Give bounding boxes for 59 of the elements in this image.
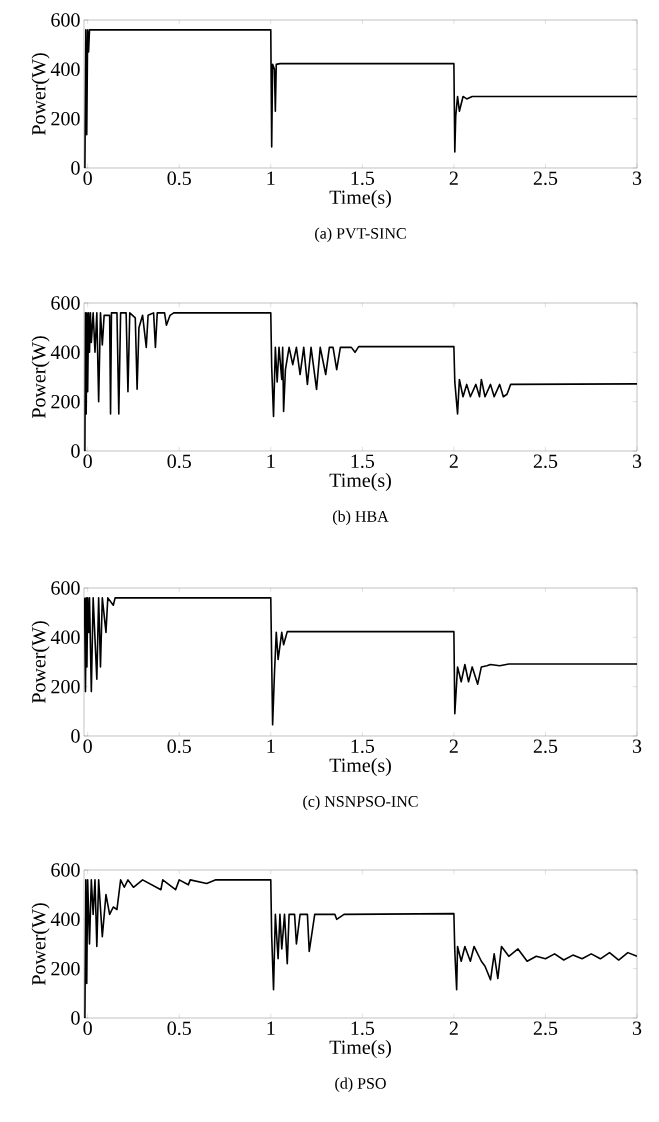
x-tick-label: 2 (449, 1021, 458, 1035)
y-tick-label: 600 (51, 581, 80, 595)
x-tick-label: 0 (83, 171, 92, 186)
y-tick-label: 0 (71, 1011, 80, 1025)
x-tick-label: 1.5 (351, 171, 375, 186)
x-axis-title: Time(s) (329, 189, 391, 209)
x-tick-label: 2.5 (533, 171, 558, 186)
x-axis-title: Time(s) (329, 472, 391, 492)
x-tick-label: 0.5 (167, 1021, 191, 1036)
x-tick-label: 2 (449, 171, 458, 185)
text: (a) PVT-SINC (315, 227, 406, 243)
x-tick-label: 2.5 (533, 1021, 558, 1036)
x-tick-label: 0 (83, 454, 92, 469)
x-tick-label: 2.5 (533, 739, 558, 754)
y-tick-label: 600 (51, 13, 80, 27)
y-tick-label: 400 (50, 345, 80, 360)
y-tick-label: 0 (71, 729, 80, 743)
x-tick-label: 1.5 (351, 454, 375, 469)
x-tick-label: 2 (449, 739, 458, 753)
x-tick-label: 0 (83, 739, 92, 754)
x-tick-label: 1 (267, 171, 275, 185)
y-tick-label: 0 (71, 161, 80, 175)
line-series (84, 879, 638, 1018)
line-series (84, 597, 638, 726)
y-tick-label: 600 (51, 863, 80, 877)
x-axis-title: Time(s) (329, 757, 391, 777)
y-tick-label: 200 (51, 679, 80, 694)
y-tick-label: 200 (51, 111, 80, 126)
x-tick-label: 0.5 (167, 171, 191, 186)
y-tick-label: 400 (50, 912, 80, 927)
y-tick-label: 400 (50, 630, 80, 645)
x-tick-label: 0 (83, 1021, 92, 1036)
x-tick-label: 1.5 (351, 739, 375, 754)
y-tick-label: 0 (71, 444, 80, 458)
x-tick-label: 0.5 (167, 739, 191, 754)
x-tick-label: 3 (632, 454, 642, 468)
x-axis-title: Time(s) (329, 1039, 391, 1059)
y-axis-title: Power(W) (31, 903, 50, 986)
x-tick-label: 1 (267, 454, 275, 468)
x-tick-label: 2 (449, 454, 458, 468)
text: (b) HBA (332, 510, 389, 526)
y-axis-title: Power(W) (31, 336, 50, 419)
x-tick-label: 2.5 (533, 454, 558, 469)
y-axis-title: Power(W) (31, 53, 50, 136)
x-tick-label: 1 (267, 739, 275, 753)
x-tick-label: 1 (267, 1021, 275, 1035)
text: (c) NSNPSO-INC (303, 795, 418, 811)
y-tick-label: 200 (51, 961, 80, 976)
x-tick-label: 1.5 (351, 1021, 375, 1036)
line-series (84, 312, 638, 451)
y-axis-title: Power(W) (31, 621, 50, 704)
text: (d) PSO (335, 1077, 386, 1093)
x-tick-label: 3 (632, 739, 642, 753)
x-tick-label: 3 (632, 171, 642, 185)
x-tick-label: 0.5 (167, 454, 191, 469)
x-tick-label: 3 (632, 1021, 642, 1035)
y-tick-label: 400 (50, 62, 80, 77)
y-tick-label: 200 (51, 394, 80, 409)
y-tick-label: 600 (51, 296, 80, 310)
